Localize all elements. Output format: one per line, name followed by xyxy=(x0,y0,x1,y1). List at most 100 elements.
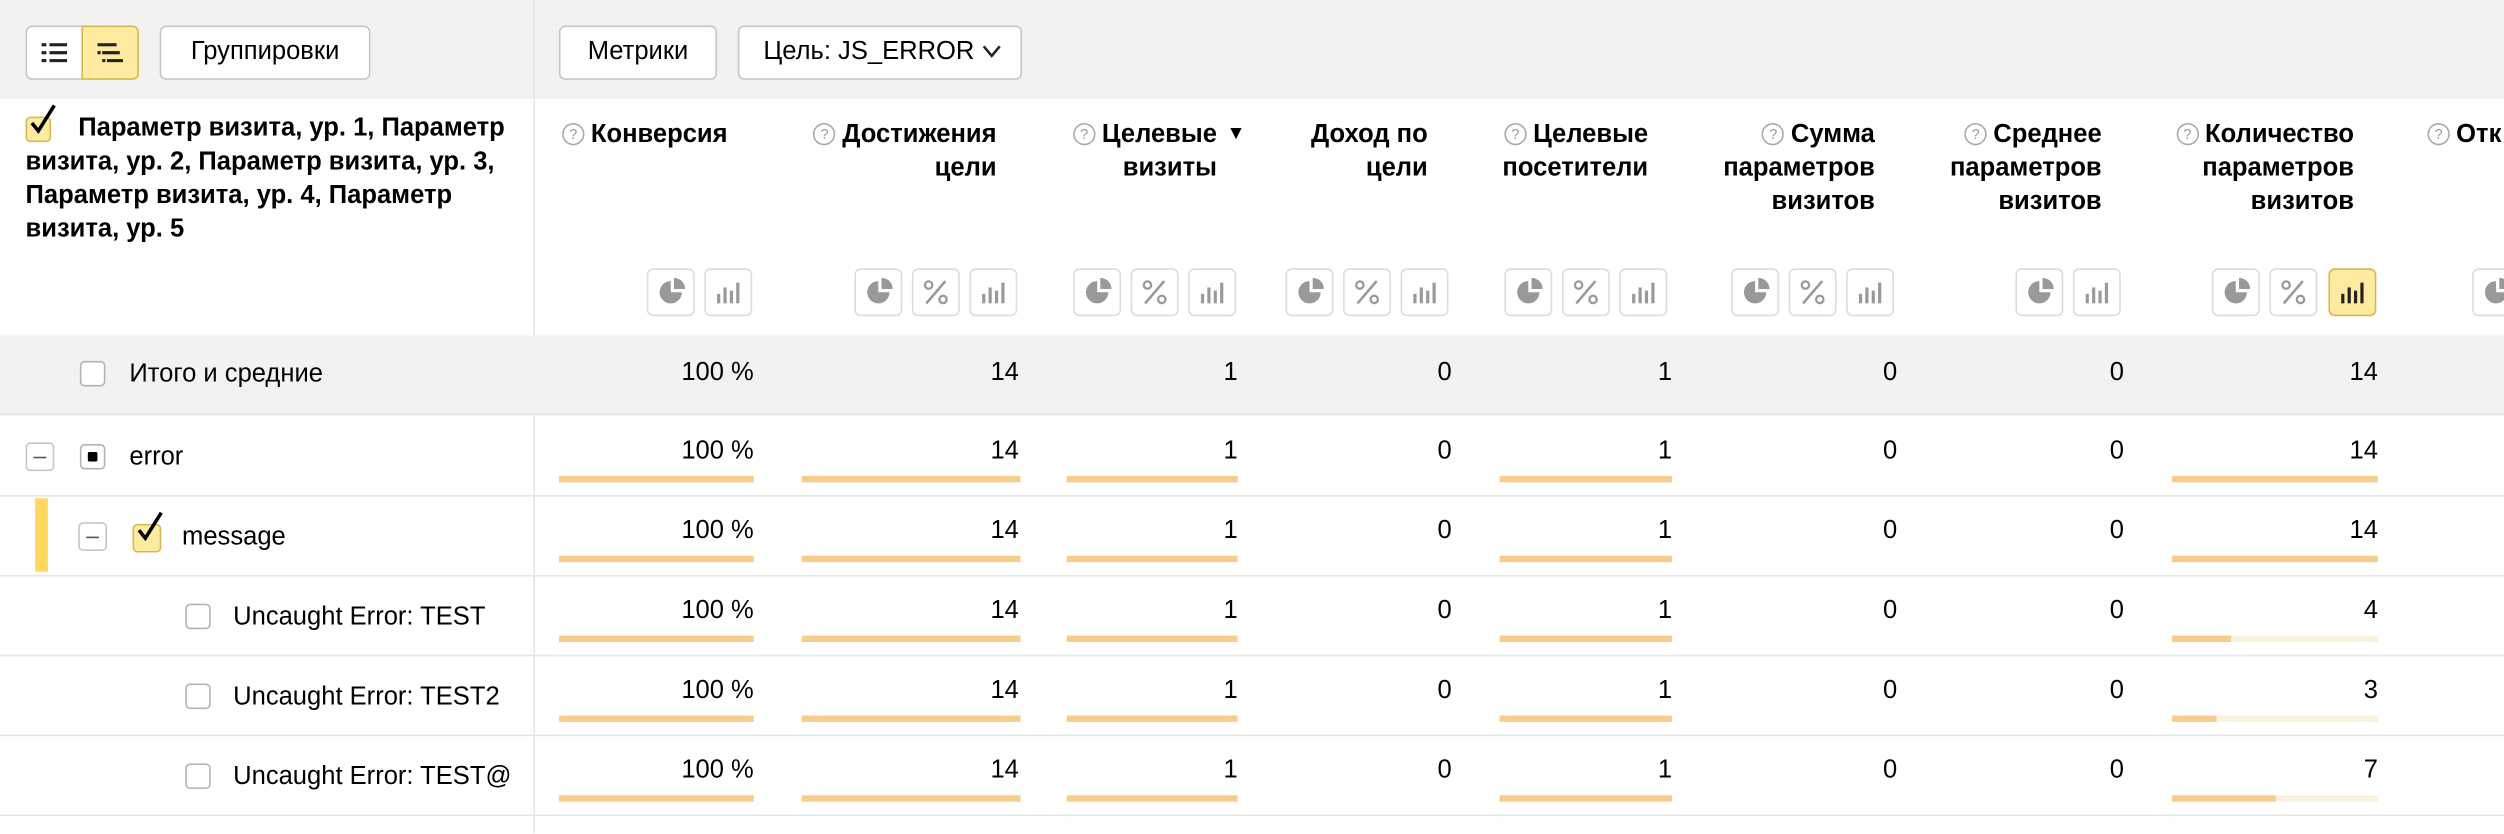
pie-chart-toggle-button[interactable] xyxy=(1073,268,1122,317)
help-icon[interactable]: ? xyxy=(813,122,836,146)
value-bar-fill xyxy=(2171,555,2378,563)
column-header-target-visitors[interactable]: ? Целевые посетители xyxy=(1495,118,1648,185)
pie-chart-toggle-button[interactable] xyxy=(646,268,695,317)
table-row[interactable]: Uncaught Error: TEST@ 100 % 14 1 0 1 0 0 7 xyxy=(0,736,2504,816)
metric-value: 7 xyxy=(2363,756,2378,785)
value-bar-fill xyxy=(2171,475,2378,483)
bar-chart-toggle-button[interactable] xyxy=(1188,268,1237,317)
value-bar xyxy=(2171,795,2378,802)
percent-toggle-button[interactable] xyxy=(1788,268,1837,317)
metric-value: 100 % xyxy=(681,517,754,545)
help-icon[interactable]: ? xyxy=(1504,122,1527,146)
percent-toggle-button[interactable] xyxy=(911,268,960,317)
row-checkbox[interactable] xyxy=(79,360,106,387)
metric-value: 14 xyxy=(990,359,1019,387)
value-bar xyxy=(801,555,1021,563)
help-icon[interactable]: ? xyxy=(2427,122,2450,146)
percent-toggle-button[interactable] xyxy=(1130,268,1179,317)
row-checkbox[interactable] xyxy=(132,511,163,553)
help-icon[interactable]: ? xyxy=(562,122,585,146)
column-separator xyxy=(533,0,535,834)
list-view-button[interactable] xyxy=(25,25,84,80)
bar-chart-toggle-button[interactable] xyxy=(2328,268,2377,317)
column-header-goal-reaches[interactable]: ? Достижения цели xyxy=(799,118,997,185)
row-divider xyxy=(0,574,2504,577)
bar-chart-toggle-button[interactable] xyxy=(1400,268,1449,317)
metric-value: 14 xyxy=(990,677,1019,705)
column-header-label: Целевые посетители xyxy=(1502,121,1649,183)
dimension-header[interactable]: Параметр визита, ур. 1, Параметр визита,… xyxy=(26,112,521,246)
help-icon[interactable]: ? xyxy=(2176,122,2199,146)
row-checkbox[interactable] xyxy=(185,603,211,630)
bar-chart-icon xyxy=(2341,282,2364,304)
metrics-button[interactable]: Метрики xyxy=(558,25,718,80)
sort-desc-icon[interactable]: ▼ xyxy=(1226,121,1246,144)
percent-toggle-button[interactable] xyxy=(1343,268,1391,317)
column-header-bounce[interactable]: ? Отк xyxy=(2427,118,2504,152)
pie-chart-toggle-button[interactable] xyxy=(2211,268,2260,317)
pie-chart-toggle-button[interactable] xyxy=(2472,268,2504,317)
table-row[interactable]: Uncaught Error: TEST2 100 % 14 1 0 1 0 0 3 xyxy=(0,656,2504,736)
help-icon[interactable]: ? xyxy=(1964,122,1987,146)
pie-chart-icon xyxy=(867,277,893,304)
goal-select[interactable]: Цель: JS_ERROR xyxy=(737,25,1023,80)
row-checkbox[interactable] xyxy=(185,763,211,789)
metric-value: 14 xyxy=(990,597,1019,625)
value-bar xyxy=(2171,555,2378,563)
value-bar xyxy=(558,475,754,483)
column-header-params-count[interactable]: ? Количество параметров визитов xyxy=(2150,118,2354,219)
tree-view-button[interactable] xyxy=(81,25,139,80)
metric-value: 14 xyxy=(2349,517,2378,545)
bar-chart-toggle-button[interactable] xyxy=(704,268,753,317)
metric-value: 14 xyxy=(2349,437,2378,465)
percent-toggle-button[interactable] xyxy=(1561,268,1610,317)
column-header-label: Количество параметров визитов xyxy=(2202,121,2354,216)
value-bar-fill xyxy=(1499,715,1673,722)
metric-value: 0 xyxy=(1437,756,1452,785)
collapse-toggle[interactable] xyxy=(78,522,107,551)
groupings-button[interactable]: Группировки xyxy=(159,25,371,80)
totals-row[interactable]: Итого и средние 100 % 14 1 0 1 0 0 14 xyxy=(0,335,2504,416)
pie-chart-icon xyxy=(2028,277,2054,304)
chevron-down-icon xyxy=(982,45,1001,58)
help-icon[interactable]: ? xyxy=(1762,122,1785,146)
pie-chart-toggle-button[interactable] xyxy=(1504,268,1553,317)
pie-chart-toggle-button[interactable] xyxy=(854,268,903,317)
metric-value: 1 xyxy=(1657,437,1673,465)
column-header-params-sum[interactable]: ? Сумма параметров визитов xyxy=(1702,118,1875,219)
row-checkbox[interactable] xyxy=(79,443,106,470)
bar-chart-toggle-button[interactable] xyxy=(1619,268,1668,317)
column-header-goal-revenue[interactable]: Доход по цели xyxy=(1278,118,1428,185)
bar-chart-toggle-button[interactable] xyxy=(969,268,1018,317)
column-header-label: Конверсия xyxy=(590,121,728,149)
column-header-target-visits[interactable]: ? Целевые визиты xyxy=(1064,118,1217,185)
dimension-header-checkbox[interactable] xyxy=(25,104,56,143)
value-bar-fill xyxy=(801,475,1021,483)
pie-chart-icon xyxy=(1298,277,1324,304)
bar-chart-toggle-button[interactable] xyxy=(2072,268,2121,317)
bar-chart-icon xyxy=(717,282,740,304)
row-checkbox[interactable] xyxy=(185,683,211,710)
column-header-params-avg[interactable]: ? Среднее параметров визитов xyxy=(1926,118,2102,219)
metric-value: 1 xyxy=(1657,517,1673,545)
help-icon[interactable]: ? xyxy=(1073,122,1096,146)
row-label: Итого и средние xyxy=(129,360,323,389)
metric-value: 14 xyxy=(990,517,1019,545)
column-header-conversion[interactable]: ? Конверсия xyxy=(562,118,770,152)
metric-value: 1 xyxy=(1657,597,1673,625)
metric-value: 0 xyxy=(2109,756,2125,785)
value-bar-fill xyxy=(2171,795,2276,802)
table-row[interactable]: message 100 % 14 1 0 1 0 0 14 xyxy=(0,497,2504,577)
value-bar xyxy=(558,715,754,722)
row-divider xyxy=(0,413,2504,416)
pie-chart-toggle-button[interactable] xyxy=(1731,268,1780,317)
pie-chart-toggle-button[interactable] xyxy=(2015,268,2064,317)
bar-chart-toggle-button[interactable] xyxy=(1846,268,1895,317)
collapse-toggle[interactable] xyxy=(25,442,55,472)
pie-chart-toggle-button[interactable] xyxy=(1285,268,1334,317)
percent-toggle-button[interactable] xyxy=(2269,268,2318,317)
metric-value: 1 xyxy=(1223,756,1238,785)
table-row[interactable]: Uncaught Error: TEST 100 % 14 1 0 1 0 0 4 xyxy=(0,577,2504,657)
metric-value: 1 xyxy=(1223,359,1238,387)
table-row[interactable]: error 100 % 14 1 0 1 0 0 14 xyxy=(0,417,2504,497)
